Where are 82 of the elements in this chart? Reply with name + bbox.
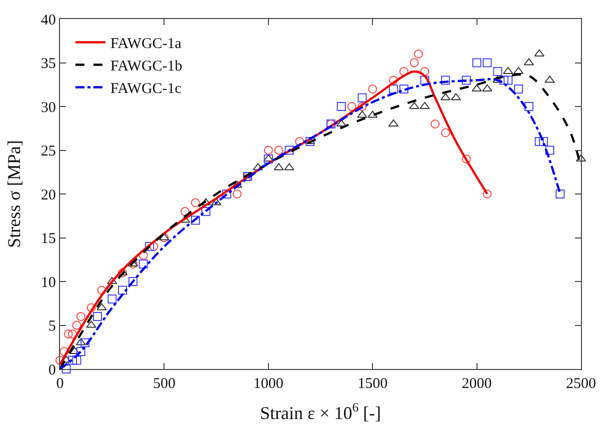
point	[72, 320, 82, 330]
y-tick-label: 0	[48, 362, 56, 378]
point	[96, 303, 107, 310]
point	[264, 146, 273, 155]
point	[399, 84, 408, 94]
legend-label: FAWGC-1c	[110, 81, 182, 98]
point	[62, 364, 71, 374]
point	[190, 198, 200, 208]
point	[388, 84, 398, 94]
y-axis-title: Stress σ [MPa]	[4, 140, 24, 248]
point	[76, 338, 86, 346]
point	[284, 163, 294, 170]
point	[274, 163, 284, 170]
point	[430, 120, 440, 128]
point	[86, 303, 96, 312]
point	[414, 50, 423, 58]
x-tick-label: 2500	[566, 376, 596, 392]
point	[76, 347, 86, 356]
y-tick-label: 35	[40, 56, 56, 72]
point	[388, 76, 398, 85]
point	[201, 207, 210, 216]
point	[211, 198, 222, 206]
point	[534, 137, 544, 146]
point	[462, 154, 471, 164]
y-tick-label: 15	[40, 231, 56, 247]
point	[232, 190, 242, 198]
point	[336, 102, 346, 111]
point	[357, 110, 368, 118]
point	[482, 58, 492, 68]
y-tick-label: 40	[40, 12, 56, 28]
legend-label: FAWGC-1a	[110, 36, 182, 52]
x-tick-label: 1000	[253, 376, 284, 392]
point	[128, 277, 138, 286]
point	[462, 76, 471, 85]
point	[493, 67, 502, 76]
point	[76, 312, 86, 321]
y-tick-label: 30	[40, 100, 56, 116]
point	[190, 216, 200, 225]
point	[80, 338, 90, 348]
y-tick-label: 20	[40, 187, 56, 204]
point	[499, 76, 508, 85]
y-tick-label: 5	[48, 318, 56, 334]
point	[274, 146, 284, 155]
legend-label: FAWGC-1b	[110, 58, 182, 75]
point	[200, 198, 211, 206]
point	[524, 102, 534, 111]
point	[72, 356, 82, 365]
point	[347, 102, 356, 111]
point	[492, 76, 503, 83]
y-tick-label: 10	[40, 274, 56, 291]
point	[368, 84, 378, 94]
point	[60, 347, 69, 356]
point	[68, 330, 77, 338]
point	[545, 146, 554, 155]
point	[118, 286, 128, 295]
point	[145, 242, 154, 251]
point	[556, 190, 565, 198]
x-axis-title: Strain ε × 10$^{6}$ [-]	[260, 400, 381, 424]
point	[410, 58, 419, 68]
point	[472, 58, 482, 68]
point	[68, 356, 77, 365]
point	[138, 260, 148, 268]
point	[482, 190, 492, 198]
point	[358, 102, 367, 111]
point	[284, 146, 294, 155]
y-tick-label: 25	[40, 144, 56, 160]
point	[97, 286, 106, 295]
point	[108, 294, 117, 304]
point	[56, 356, 64, 365]
x-tick-label: 2000	[462, 376, 492, 392]
point	[86, 320, 96, 328]
point	[93, 312, 102, 321]
point	[64, 330, 73, 338]
point	[441, 76, 450, 85]
point	[358, 93, 367, 102]
point	[544, 76, 555, 83]
point	[504, 76, 513, 85]
point	[441, 128, 450, 138]
x-tick-label: 500	[152, 376, 176, 392]
point	[295, 137, 304, 146]
point	[514, 84, 523, 94]
x-tick-label: 1500	[358, 376, 388, 392]
